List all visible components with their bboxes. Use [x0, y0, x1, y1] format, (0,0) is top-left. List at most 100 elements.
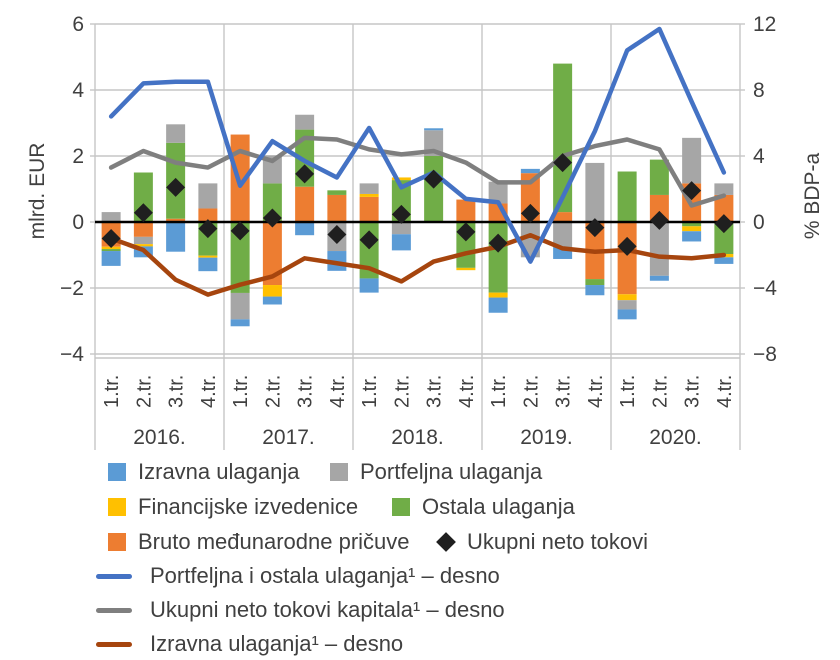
right-axis-tick-label: 8 — [753, 79, 765, 102]
quarter-tick-label: 4.tr. — [585, 375, 607, 408]
bar-segment-pricuve — [714, 194, 734, 222]
bar-segment-pricuve — [295, 186, 315, 222]
ostala-ulaganja-swatch — [392, 498, 410, 516]
bar-segment-izravna — [101, 251, 121, 266]
bar-segment-izravna — [198, 257, 218, 272]
bar-segment-izravna — [682, 231, 702, 242]
quarter-tick-label: 3.tr. — [553, 375, 575, 408]
bar-segment-portfeljna — [198, 183, 218, 209]
bar-segment-izravna — [520, 168, 540, 174]
quarter-tick-label: 4.tr. — [198, 375, 220, 408]
quarter-tick-label: 2.tr. — [133, 375, 155, 408]
bar-segment-portfeljna — [101, 212, 121, 222]
quarter-tick-label: 3.tr. — [166, 375, 188, 408]
ukupni-neto-tokovi-marker — [327, 225, 347, 245]
left-axis-title: mlrd. EUR — [26, 143, 49, 240]
bruto-pricuve-swatch — [108, 533, 126, 551]
ukupni-neto-tokovi-marker — [198, 219, 218, 239]
bar-segment-izravna — [617, 309, 637, 320]
legend-row: Izravna ulaganja Portfeljna ulaganja — [108, 459, 840, 485]
quarter-tick-label: 1.tr. — [101, 375, 123, 408]
bar-segment-financijske — [133, 244, 153, 247]
quarter-tick-label: 3.tr. — [295, 375, 317, 408]
ukupni-neto-tokovi-marker — [553, 153, 573, 173]
ukupni-neto-tokovi-marker — [133, 203, 153, 223]
ukupni-neto-tokovi-marker — [456, 222, 476, 242]
year-label: 2018. — [391, 426, 444, 449]
financijske-izvedenice-swatch — [108, 498, 126, 516]
left-axis-tick-label: −4 — [60, 343, 84, 366]
legend-label: Izravna ulaganja — [138, 459, 300, 484]
bar-segment-portfeljna — [714, 183, 734, 195]
bar-segment-pricuve — [198, 208, 218, 222]
bar-segment-portfeljna — [295, 114, 315, 130]
quarter-tick-label: 2.tr. — [262, 375, 284, 408]
gray-line-swatch — [96, 607, 132, 613]
year-label: 2016. — [133, 426, 186, 449]
legend-item-ostala-ulaganja: Ostala ulaganja — [392, 494, 575, 520]
ukupni-neto-tokovi-marker — [262, 208, 282, 228]
ukupni-neto-tokovi-marker — [649, 210, 669, 230]
bar-segment-ostala — [230, 222, 250, 293]
bar-segment-portfeljna — [649, 222, 669, 276]
quarter-tick-label: 3.tr. — [682, 375, 704, 408]
bar-segment-financijske — [391, 177, 411, 181]
legend-label: Izravna ulaganja¹ – desno — [150, 631, 404, 656]
legend-item-ukupni-neto-kapitala-desno: Ukupni neto tokovi kapitala¹ – desno — [96, 597, 505, 623]
quarter-tick-label: 4.tr. — [456, 375, 478, 408]
bar-segment-izravna — [553, 247, 573, 259]
ukupni-neto-tokovi-marker — [520, 203, 540, 223]
bar-segment-pricuve — [649, 194, 669, 222]
bar-segment-ostala — [424, 156, 444, 222]
bar-segment-izravna — [488, 297, 508, 313]
ukupni-neto-tokovi-marker — [682, 181, 702, 201]
bar-segment-portfeljna — [391, 222, 411, 235]
left-axis-tick-label: 2 — [72, 145, 84, 168]
quarter-tick-label: 2.tr. — [391, 375, 413, 408]
bar-segment-ostala — [262, 183, 282, 222]
line-portfeljna_i_ostala — [108, 26, 727, 264]
bar-segment-portfeljna — [262, 155, 282, 184]
legend-row: Ukupni neto tokovi kapitala¹ – desno — [96, 597, 840, 623]
bar-segment-financijske — [488, 292, 508, 298]
left-axis-tick-label: 0 — [72, 211, 84, 234]
quarter-tick-label: 1.tr. — [230, 375, 252, 408]
legend-label: Ukupni neto tokovi kapitala¹ – desno — [150, 597, 505, 622]
year-label: 2019. — [520, 426, 573, 449]
year-label: 2017. — [262, 426, 315, 449]
bar-segment-portfeljna — [488, 181, 508, 204]
ukupni-neto-tokovi-marker — [230, 221, 250, 241]
left-axis-tick-label: 6 — [72, 13, 84, 36]
bar-segment-financijske — [262, 285, 282, 297]
ukupni-neto-tokovi-marker — [391, 204, 411, 224]
right-axis-tick-label: −8 — [753, 343, 777, 366]
bar-segment-ostala — [682, 222, 702, 227]
ukupni-neto-tokovi-marker — [166, 177, 186, 197]
quarter-tick-label: 1.tr. — [488, 375, 510, 408]
legend-item-izravna-ulaganja: Izravna ulaganja — [108, 459, 330, 485]
bar-segment-ostala — [327, 190, 347, 195]
bar-segment-pricuve — [262, 222, 282, 286]
legend-label: Bruto međunarodne pričuve — [138, 529, 410, 554]
line-ukupni_neto_kapitala — [108, 135, 727, 208]
bar-segment-izravna — [391, 234, 411, 251]
ukupni-neto-tokovi-marker — [101, 229, 121, 248]
bar-segment-ostala — [553, 63, 573, 213]
bar-segment-financijske — [617, 294, 637, 301]
legend-row: Portfeljna i ostala ulaganja¹ – desno — [96, 563, 840, 589]
bar-segment-portfeljna — [133, 236, 153, 245]
bar-segment-izravna — [262, 296, 282, 305]
bar-segment-izravna — [359, 278, 379, 293]
legend-label: Ukupni neto tokovi — [467, 529, 648, 554]
bar-segment-izravna — [714, 257, 734, 264]
legend-label: Ostala ulaganja — [422, 494, 575, 519]
bar-segment-ostala — [617, 171, 637, 222]
year-label: 2020. — [649, 426, 702, 449]
bar-segment-financijske — [456, 267, 476, 271]
legend-item-izravna-ulaganja-desno: Izravna ulaganja¹ – desno — [96, 631, 403, 657]
axis-labels-layer: 6 4 2 0 −2 −4 12 8 4 0 −4 −8 1.tr. 2.tr. 3.tr. 4.tr. 201… — [60, 13, 777, 449]
right-axis-tick-label: 4 — [753, 145, 765, 168]
bar-segment-portfeljna — [617, 300, 637, 310]
bar-segment-portfeljna — [166, 124, 186, 143]
legend-item-portfeljna-ulaganja: Portfeljna ulaganja — [330, 459, 542, 485]
